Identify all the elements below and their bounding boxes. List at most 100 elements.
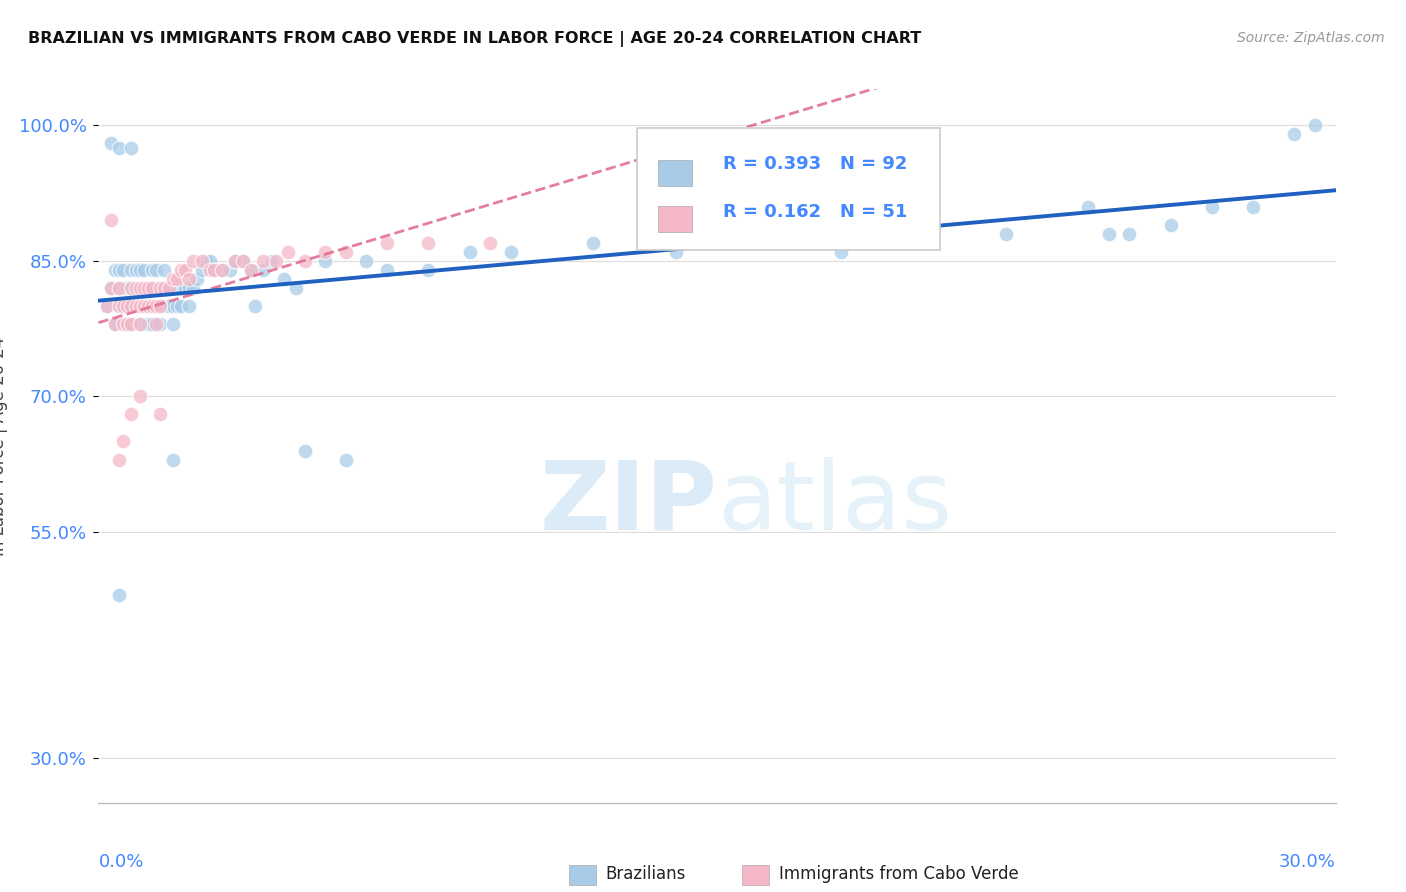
Point xyxy=(179,281,201,295)
Point xyxy=(108,299,131,313)
Text: atlas: atlas xyxy=(717,457,952,549)
Point xyxy=(211,263,233,277)
Point xyxy=(128,299,150,313)
Point xyxy=(174,263,197,277)
Point xyxy=(149,281,172,295)
Point xyxy=(117,317,139,331)
Point xyxy=(128,263,150,277)
Point xyxy=(153,263,176,277)
Point xyxy=(108,141,131,155)
Point xyxy=(124,299,146,313)
Point xyxy=(240,263,263,277)
Point xyxy=(194,253,217,268)
Point xyxy=(141,317,163,331)
Point xyxy=(112,263,135,277)
Point xyxy=(153,299,176,313)
Point xyxy=(179,272,201,286)
Point xyxy=(108,299,131,313)
Point xyxy=(96,299,118,313)
Point xyxy=(166,281,188,295)
Point xyxy=(170,299,193,313)
Point xyxy=(166,299,188,313)
Point xyxy=(132,299,155,313)
Point xyxy=(264,253,287,268)
Point xyxy=(128,299,150,313)
Point xyxy=(252,263,274,277)
Point xyxy=(120,141,142,155)
Point xyxy=(108,452,131,467)
FancyBboxPatch shape xyxy=(658,160,692,186)
Point xyxy=(162,299,184,313)
Point xyxy=(170,263,193,277)
Point xyxy=(100,136,122,151)
Point xyxy=(124,281,146,295)
Point xyxy=(149,281,172,295)
FancyBboxPatch shape xyxy=(658,206,692,232)
Point xyxy=(243,299,266,313)
Point xyxy=(141,281,163,295)
Point xyxy=(149,299,172,313)
Point xyxy=(108,281,131,295)
Point xyxy=(124,299,146,313)
FancyBboxPatch shape xyxy=(568,865,596,885)
Point xyxy=(260,253,283,268)
Point xyxy=(335,452,357,467)
Point xyxy=(120,317,142,331)
Text: R = 0.162   N = 51: R = 0.162 N = 51 xyxy=(723,203,908,221)
FancyBboxPatch shape xyxy=(637,128,939,250)
Point xyxy=(136,299,159,313)
Point xyxy=(145,299,167,313)
Point xyxy=(830,244,852,259)
Point xyxy=(273,272,295,286)
Point xyxy=(136,299,159,313)
Point xyxy=(277,244,299,259)
Point xyxy=(198,253,221,268)
Point xyxy=(1284,128,1306,142)
Point xyxy=(120,263,142,277)
Text: BRAZILIAN VS IMMIGRANTS FROM CABO VERDE IN LABOR FORCE | AGE 20-24 CORRELATION C: BRAZILIAN VS IMMIGRANTS FROM CABO VERDE … xyxy=(28,31,921,47)
Point xyxy=(100,281,122,295)
Point xyxy=(149,317,172,331)
Text: Source: ZipAtlas.com: Source: ZipAtlas.com xyxy=(1237,31,1385,45)
Point xyxy=(132,263,155,277)
Point xyxy=(1160,218,1182,232)
Point xyxy=(145,263,167,277)
Point xyxy=(132,281,155,295)
Point xyxy=(166,272,188,286)
Point xyxy=(285,281,308,295)
Point xyxy=(458,244,481,259)
Text: R = 0.393   N = 92: R = 0.393 N = 92 xyxy=(723,155,908,173)
Point xyxy=(153,281,176,295)
Point xyxy=(294,443,316,458)
Point xyxy=(141,281,163,295)
Point xyxy=(124,263,146,277)
Text: ZIP: ZIP xyxy=(538,457,717,549)
Point xyxy=(314,244,336,259)
Point xyxy=(145,281,167,295)
Point xyxy=(224,253,246,268)
Point xyxy=(108,281,131,295)
Point xyxy=(499,244,522,259)
Point xyxy=(112,299,135,313)
Point xyxy=(136,317,159,331)
Point xyxy=(120,281,142,295)
Point xyxy=(1077,200,1099,214)
Point xyxy=(582,235,605,250)
Point xyxy=(665,244,688,259)
Point xyxy=(153,281,176,295)
Point xyxy=(104,317,127,331)
Point xyxy=(198,263,221,277)
Point xyxy=(747,235,769,250)
Point xyxy=(141,299,163,313)
Point xyxy=(1118,227,1140,241)
Y-axis label: In Labor Force | Age 20-24: In Labor Force | Age 20-24 xyxy=(0,336,7,556)
Point xyxy=(174,281,197,295)
Point xyxy=(179,299,201,313)
Point xyxy=(479,235,502,250)
Point xyxy=(104,317,127,331)
Text: Brazilians: Brazilians xyxy=(606,865,686,883)
Point xyxy=(1303,119,1326,133)
Point xyxy=(112,299,135,313)
Text: 0.0%: 0.0% xyxy=(98,853,143,871)
Point xyxy=(112,434,135,449)
